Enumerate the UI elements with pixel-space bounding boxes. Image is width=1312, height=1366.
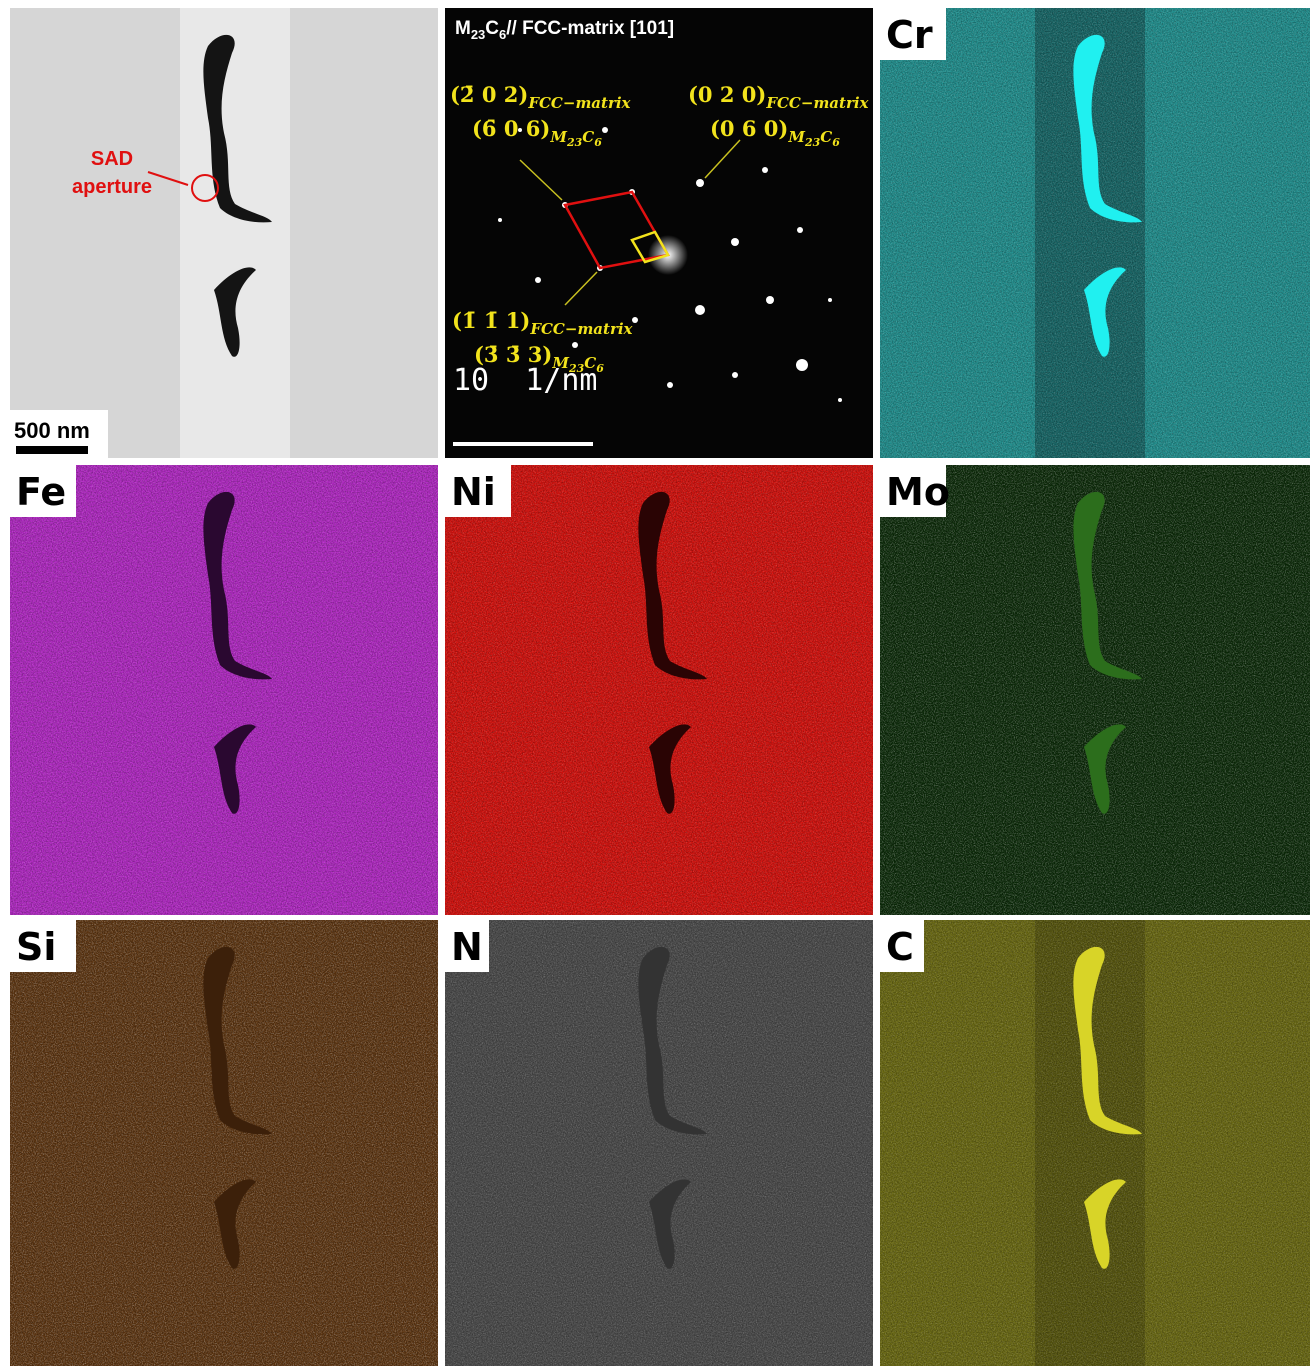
spot-index: (6̄ 0 6) (472, 116, 550, 141)
aperture-label: aperture (72, 176, 152, 198)
element-label: Si (16, 925, 56, 969)
map-panel: Fe (10, 465, 438, 915)
title-part: 6 (499, 27, 506, 42)
title-part: C (485, 18, 499, 39)
diffraction-panel: M23C6// FCC-matrix [101] 10 1/nm (445, 8, 873, 458)
spot-index: (0 6 0) (710, 116, 788, 141)
figure: SAD aperture 500 nm M23C6// FCC-matrix [… (0, 0, 1312, 1366)
title-part: 23 (471, 27, 485, 42)
spot-subscript: C (820, 128, 832, 146)
title-part: M (455, 18, 471, 39)
spot-subscript: 6 (832, 136, 840, 149)
map-panel: N (445, 920, 873, 1366)
element-label: C (886, 925, 914, 969)
spot-subscript: 23 (566, 136, 583, 149)
aperture-label: SAD (91, 148, 133, 170)
map-panel: Mo (880, 465, 1310, 915)
map-panel: Ni (445, 465, 873, 915)
map-panel: Cr (880, 8, 1310, 458)
spot-subscript: M (787, 128, 805, 146)
bf-panel: SAD aperture 500 nm (10, 8, 438, 458)
spot-subscript: M (551, 354, 569, 372)
element-label: Ni (451, 470, 496, 514)
map-panel: C (880, 920, 1310, 1366)
spot-index: (1̄ 1̄ 1) (452, 308, 530, 333)
element-label: Cr (886, 13, 933, 57)
map-panel: Si (10, 920, 438, 1366)
scale-bar-label: 500 nm (14, 418, 90, 443)
spot-subscript: C (582, 128, 594, 146)
spot-subscript: 23 (568, 362, 585, 375)
spot-subscript: FCC−matrix (765, 94, 869, 112)
spot-index: (0 2 0) (688, 82, 766, 107)
spot-subscript: FCC−matrix (527, 94, 631, 112)
spot-subscript: FCC−matrix (529, 320, 633, 338)
spot-index: (2̄ 0 2) (450, 82, 528, 107)
spot-subscript: C (584, 354, 596, 372)
spot-subscript: 23 (804, 136, 821, 149)
element-label: Mo (886, 470, 950, 514)
title-part: // FCC-matrix [101] (506, 18, 674, 39)
element-label: Fe (16, 470, 66, 514)
element-label: N (451, 925, 483, 969)
diffraction-title: M23C6// FCC-matrix [101] (455, 18, 674, 42)
spot-index: (3̄ 3̄ 3) (474, 342, 552, 367)
spot-subscript: 6 (596, 362, 604, 375)
spot-subscript: 6 (594, 136, 602, 149)
spot-subscript: M (549, 128, 567, 146)
